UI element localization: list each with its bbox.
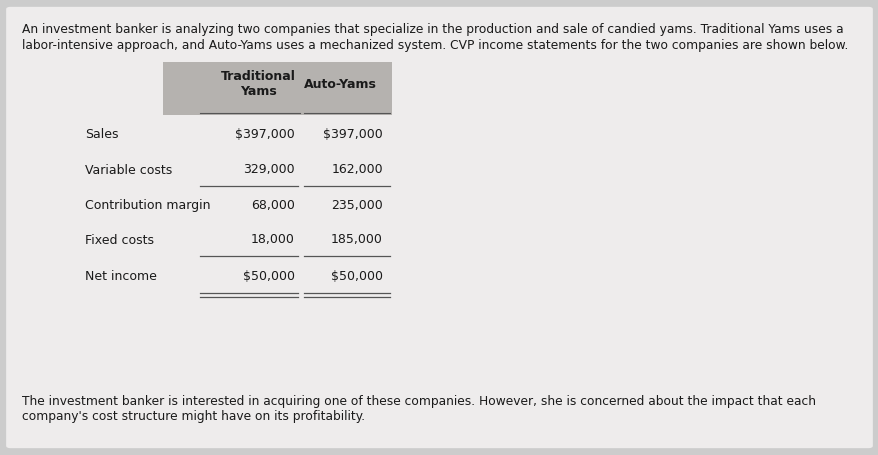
- Text: 185,000: 185,000: [331, 233, 383, 247]
- Text: 235,000: 235,000: [331, 198, 383, 212]
- Text: 162,000: 162,000: [331, 163, 383, 177]
- Text: Fixed costs: Fixed costs: [85, 233, 154, 247]
- Text: $397,000: $397,000: [323, 128, 383, 142]
- Text: An investment banker is analyzing two companies that specialize in the productio: An investment banker is analyzing two co…: [22, 23, 843, 36]
- Text: Auto-Yams: Auto-Yams: [303, 78, 376, 91]
- Text: Net income: Net income: [85, 271, 156, 283]
- Text: $397,000: $397,000: [235, 128, 295, 142]
- Text: Sales: Sales: [85, 128, 119, 142]
- Text: $50,000: $50,000: [242, 271, 295, 283]
- Text: Variable costs: Variable costs: [85, 163, 172, 177]
- Text: Yams: Yams: [240, 85, 276, 98]
- Text: 68,000: 68,000: [251, 198, 295, 212]
- Text: The investment banker is interested in acquiring one of these companies. However: The investment banker is interested in a…: [22, 395, 815, 408]
- Text: labor-intensive approach, and Auto-Yams uses a mechanized system. CVP income sta: labor-intensive approach, and Auto-Yams …: [22, 39, 847, 52]
- Text: Traditional: Traditional: [220, 70, 295, 83]
- Text: 18,000: 18,000: [251, 233, 295, 247]
- Text: company's cost structure might have on its profitability.: company's cost structure might have on i…: [22, 410, 364, 423]
- Text: 329,000: 329,000: [243, 163, 295, 177]
- Text: Contribution margin: Contribution margin: [85, 198, 210, 212]
- Text: $50,000: $50,000: [331, 271, 383, 283]
- Bar: [162, 62, 392, 115]
